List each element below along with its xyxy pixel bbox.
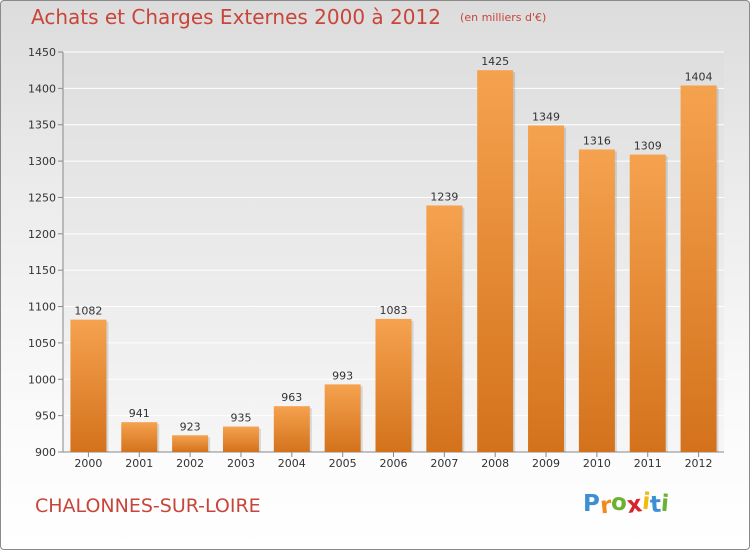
x-tick-label: 2004	[278, 457, 306, 470]
bar-2006	[375, 318, 412, 452]
x-tick-label: 2012	[685, 457, 713, 470]
bar-2001	[121, 422, 158, 452]
x-tick-label: 2010	[583, 457, 611, 470]
y-tick-label: 1400	[28, 82, 56, 95]
y-tick-label: 1200	[28, 228, 56, 241]
x-tick-label: 2006	[380, 457, 408, 470]
y-tick-label: 1000	[28, 373, 56, 386]
x-tick-label: 2005	[329, 457, 357, 470]
y-tick-label: 1450	[28, 46, 56, 59]
y-tick-label: 1250	[28, 191, 56, 204]
bar-2007	[426, 205, 463, 452]
bar-2011	[629, 154, 666, 452]
data-label: 923	[180, 420, 201, 433]
data-label: 1082	[74, 305, 102, 318]
y-tick-label: 1350	[28, 119, 56, 132]
y-tick-label: 1050	[28, 337, 56, 350]
y-tick-label: 1300	[28, 155, 56, 168]
data-label: 1239	[430, 190, 458, 203]
logo-letter: i	[659, 490, 670, 518]
x-tick-label: 2001	[125, 457, 153, 470]
bar-2009	[528, 125, 565, 453]
data-label: 963	[281, 391, 302, 404]
bar-2004	[273, 406, 310, 452]
x-tick-label: 2007	[430, 457, 458, 470]
chart-title-text: Achats et Charges Externes 2000 à 2012	[31, 5, 441, 29]
city-name: CHALONNES-SUR-LOIRE	[35, 495, 261, 517]
bar-2000	[70, 319, 107, 452]
logo-letter: P	[583, 491, 600, 517]
data-label: 1349	[532, 110, 560, 123]
x-tick-label: 2003	[227, 457, 255, 470]
data-label: 1316	[583, 134, 611, 147]
x-tick-label: 2011	[634, 457, 662, 470]
chart-unit-label: (en milliers d'€)	[460, 11, 547, 24]
data-label: 1425	[481, 55, 509, 68]
bar-2005	[324, 384, 361, 452]
chart-title: Achats et Charges Externes 2000 à 2012 (…	[31, 5, 546, 29]
bar-2012	[680, 85, 717, 453]
y-tick-label: 950	[35, 410, 56, 423]
data-label: 935	[230, 412, 251, 425]
bar-2008	[477, 70, 514, 452]
x-tick-label: 2002	[176, 457, 204, 470]
x-tick-label: 2008	[481, 457, 509, 470]
bar-2003	[222, 426, 259, 452]
y-tick-label: 1100	[28, 301, 56, 314]
proxiti-logo: Proxiti	[583, 489, 670, 520]
data-label: 993	[332, 369, 353, 382]
y-tick-label: 1150	[28, 264, 56, 277]
y-tick-label: 900	[35, 446, 56, 459]
data-label: 1309	[634, 140, 662, 153]
data-label: 1083	[380, 304, 408, 317]
bar-2002	[172, 435, 209, 452]
data-label: 941	[129, 407, 150, 420]
x-tick-label: 2009	[532, 457, 560, 470]
bar-2010	[578, 149, 615, 453]
data-label: 1404	[685, 70, 713, 83]
x-tick-label: 2000	[74, 457, 102, 470]
